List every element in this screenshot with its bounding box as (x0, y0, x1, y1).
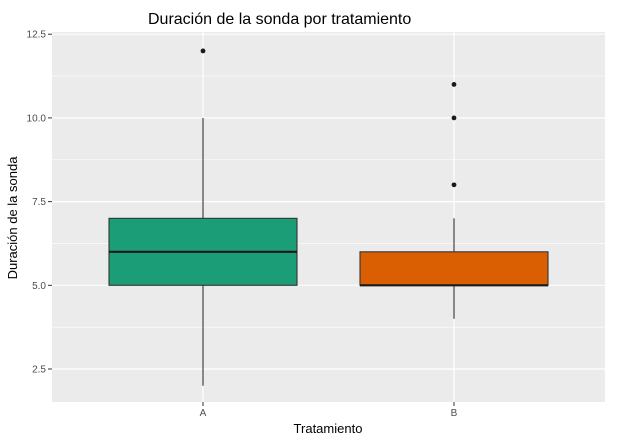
y-tick-label: 2.5 (32, 365, 46, 376)
outlier-point (451, 115, 457, 121)
boxes (108, 48, 549, 386)
x-tick-label: A (200, 408, 207, 419)
outlier-point (451, 182, 457, 188)
chart-title: Duración de la sonda por tratamiento (148, 11, 411, 28)
outlier-point (200, 48, 206, 54)
y-tick-label: 12.5 (27, 30, 47, 41)
box-A (108, 48, 298, 386)
y-tick-label: 5.0 (32, 281, 46, 292)
x-tick-label: B (451, 408, 458, 419)
box-B (359, 82, 549, 319)
y-axis-label: Duración de la sonda (5, 156, 20, 280)
y-axis: 2.5 5.0 7.5 10.0 12.5 (27, 30, 52, 376)
y-tick-label: 10.0 (27, 113, 47, 124)
y-tick-label: 7.5 (32, 197, 46, 208)
x-axis-label: Tratamiento (294, 421, 363, 436)
iqr-box (359, 251, 549, 286)
plot-panel (52, 32, 605, 402)
outlier-point (451, 82, 457, 87)
